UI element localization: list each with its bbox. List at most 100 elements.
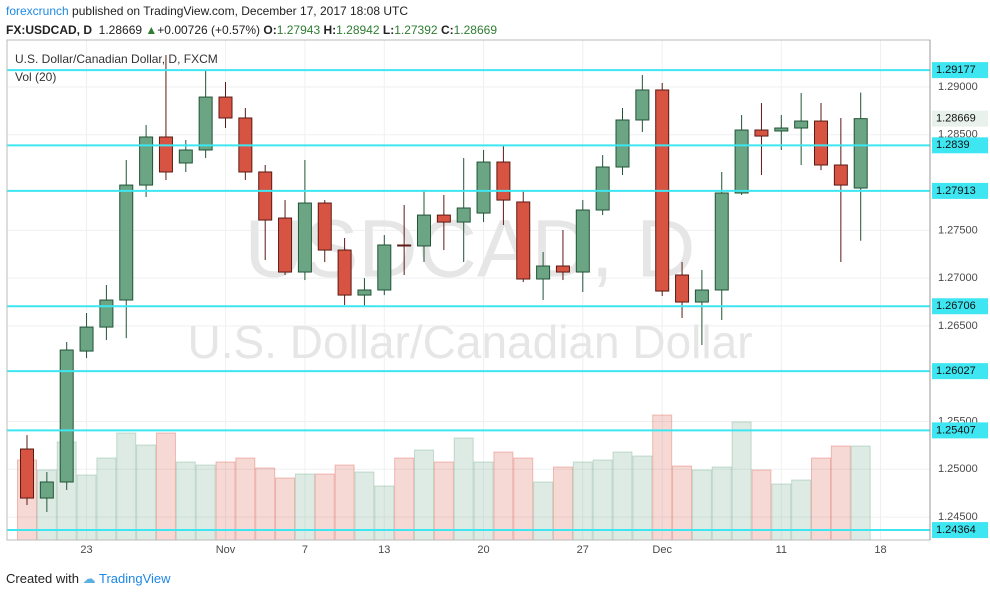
volume-bar (116, 432, 137, 541)
candle-body (218, 96, 233, 119)
c-value: 1.28669 (453, 23, 497, 37)
volume-bar (453, 437, 474, 541)
y-tick-label: 1.27500 (938, 224, 978, 236)
candle-body (139, 136, 154, 186)
h-label: H: (323, 23, 337, 37)
candle-body (853, 118, 868, 189)
volume-bar (195, 464, 216, 541)
volume-bar (811, 457, 831, 541)
x-tick-label: Dec (652, 544, 672, 556)
candle-body (317, 202, 332, 251)
x-tick-label: 7 (302, 544, 308, 556)
candle-body (258, 171, 273, 221)
volume-bar (572, 461, 593, 541)
candle-body (794, 120, 809, 129)
candle-body (278, 217, 293, 273)
candle-body (198, 96, 213, 151)
volume-label: Vol (20) (15, 70, 56, 84)
candle-body (833, 164, 848, 186)
watermark-name: U.S. Dollar/Canadian Dollar (187, 316, 752, 368)
candle-body (516, 201, 531, 280)
x-tick-label: 20 (477, 544, 489, 556)
last: 1.28669 (98, 23, 143, 37)
level-label-box (932, 522, 988, 539)
level-label-box (932, 62, 988, 79)
volume-bar (473, 461, 494, 541)
chart-title: U.S. Dollar/Canadian Dollar, D, FXCM (15, 52, 218, 66)
l-label: L: (382, 23, 395, 37)
y-tick-label: 1.27000 (938, 272, 978, 284)
candle-body (397, 244, 412, 247)
header-line: forexcrunch published on TradingView.com… (6, 4, 408, 18)
level-label: 1.24364 (936, 524, 976, 536)
level-label: 1.29177 (936, 64, 976, 76)
candle-body (456, 207, 471, 223)
candle-body (99, 299, 114, 328)
volume-bar (533, 481, 554, 541)
volume-bar (830, 445, 851, 541)
volume-bar (136, 444, 157, 541)
x-tick-label: 11 (776, 544, 787, 556)
level-label: 1.2839 (936, 139, 970, 151)
candle-body (337, 249, 352, 296)
volume-bar (175, 461, 196, 541)
volume-bar (374, 485, 395, 541)
x-tick-label: 27 (577, 544, 589, 556)
volume-bar (592, 459, 613, 541)
x-tick-label: Nov (216, 544, 236, 556)
brand[interactable]: TradingView (99, 571, 171, 586)
volume-bar (552, 466, 573, 541)
candle-body (675, 274, 690, 303)
x-tick-label: 13 (378, 544, 390, 556)
ohlc-line: FX:USDCAD, D 1.28669 ▲+0.00726 (+0.57%) … (6, 23, 497, 37)
volume-bar (334, 464, 355, 541)
volume-bar (771, 483, 792, 541)
candle-body (79, 326, 94, 352)
candle-body (476, 161, 491, 214)
candle-body (496, 161, 511, 201)
volume-bar (215, 461, 236, 541)
created: Created with (6, 571, 79, 586)
x-tick-label: 18 (874, 544, 886, 556)
candle-body (20, 448, 34, 499)
level-label: 1.26706 (936, 300, 976, 312)
volume-bar (235, 457, 256, 541)
candle-body (59, 349, 74, 483)
candle-body (158, 136, 173, 173)
candle-body (297, 202, 312, 273)
candle-body (178, 149, 193, 164)
candle-body (417, 214, 431, 247)
change: +0.00726 (+0.57%) (157, 23, 261, 37)
volume-bar (612, 451, 633, 541)
level-label: 1.27913 (936, 185, 976, 197)
level-label-box (932, 422, 988, 439)
volume-bar (731, 421, 752, 541)
candle-body (357, 289, 372, 296)
candle-body (555, 265, 570, 273)
candle-body (575, 209, 590, 273)
volume-bar (414, 449, 434, 541)
candle-body (635, 89, 650, 121)
candle-body (694, 289, 709, 303)
level-label-box (932, 182, 988, 199)
grid (7, 40, 930, 540)
o-label: O: (263, 23, 277, 37)
candle-body (774, 127, 789, 132)
last-price: 1.28669 (936, 113, 976, 125)
l-value: 1.27392 (394, 23, 438, 37)
volume-bar (394, 457, 415, 541)
candle-body (377, 244, 392, 291)
candle-body (536, 265, 551, 280)
volume-bar (652, 414, 673, 541)
volume-bar (493, 451, 514, 541)
volume-bar (155, 432, 176, 541)
author[interactable]: forexcrunch (6, 4, 69, 18)
level-label-box (932, 363, 988, 380)
x-tick-label: 23 (80, 544, 92, 556)
level-label: 1.25407 (936, 424, 976, 436)
candle-body (119, 184, 134, 301)
chart: USDCAD, D U.S. Dollar/Canadian Dollar U.… (6, 39, 988, 556)
level-label-box (932, 298, 988, 315)
y-tick-label: 1.26500 (938, 320, 978, 332)
